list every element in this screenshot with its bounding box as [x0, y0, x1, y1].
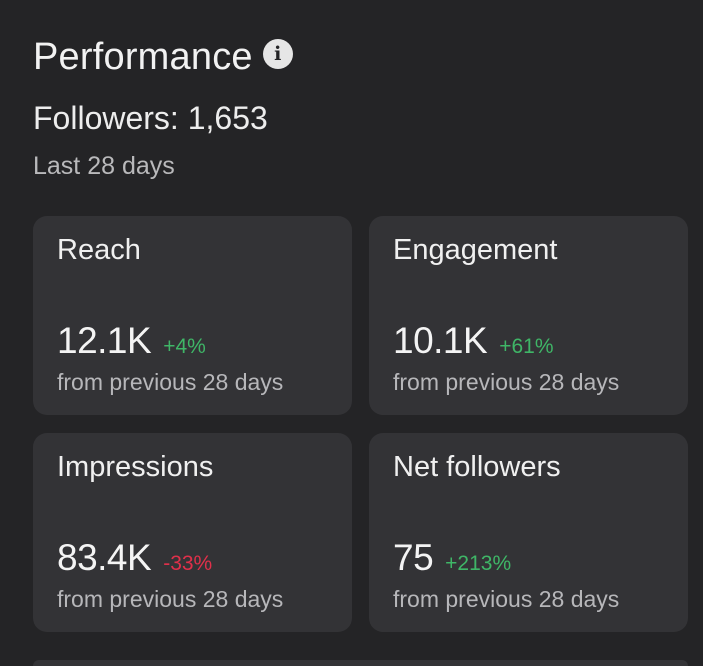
period-label: Last 28 days: [33, 152, 175, 180]
card-value: 10.1K: [393, 320, 488, 361]
card-delta: +213%: [445, 552, 512, 575]
followers-count: Followers: 1,653: [33, 100, 268, 136]
reach-card[interactable]: Reach 12.1K +4% from previous 28 days: [33, 216, 352, 415]
card-label: Reach: [57, 234, 141, 266]
page-title: Performance: [33, 36, 253, 78]
performance-header: Performance i: [33, 34, 293, 80]
engagement-card[interactable]: Engagement 10.1K +61% from previous 28 d…: [369, 216, 688, 415]
card-label: Impressions: [57, 451, 214, 483]
card-delta: +61%: [499, 335, 554, 358]
card-value-row: 10.1K +61%: [393, 320, 554, 362]
card-comparison: from previous 28 days: [393, 586, 620, 612]
card-label: Engagement: [393, 234, 558, 266]
net-followers-card[interactable]: Net followers 75 +213% from previous 28 …: [369, 433, 688, 632]
card-delta: -33%: [163, 552, 213, 575]
card-value-row: 12.1K +4%: [57, 320, 206, 362]
card-value: 12.1K: [57, 320, 152, 361]
info-icon[interactable]: i: [262, 39, 293, 69]
impressions-card[interactable]: Impressions 83.4K -33% from previous 28 …: [33, 433, 352, 632]
card-comparison: from previous 28 days: [393, 369, 620, 395]
next-section-edge: [33, 660, 688, 666]
card-value-row: 75 +213%: [393, 537, 511, 579]
card-comparison: from previous 28 days: [57, 369, 284, 395]
title-row: Performance i: [33, 34, 293, 80]
card-value: 83.4K: [57, 537, 152, 578]
card-value: 75: [393, 537, 434, 578]
card-label: Net followers: [393, 451, 561, 483]
card-value-row: 83.4K -33%: [57, 537, 212, 579]
card-comparison: from previous 28 days: [57, 586, 284, 612]
card-delta: +4%: [163, 335, 206, 358]
